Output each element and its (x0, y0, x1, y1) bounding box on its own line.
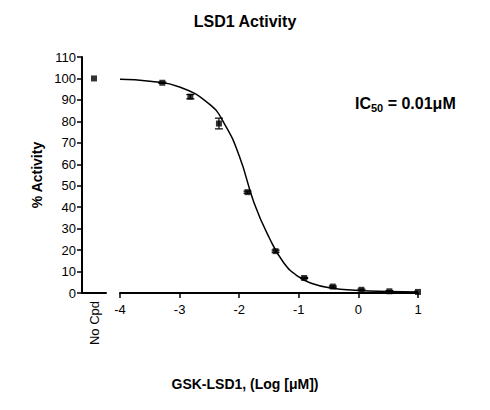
svg-text:No Cpd: No Cpd (87, 301, 102, 345)
svg-text:-4: -4 (114, 302, 126, 317)
svg-text:LSD1 Activity: LSD1 Activity (194, 13, 297, 30)
svg-text:0: 0 (69, 286, 76, 301)
svg-text:50: 50 (62, 178, 76, 193)
svg-text:20: 20 (62, 243, 76, 258)
svg-text:10: 10 (62, 264, 76, 279)
svg-text:30: 30 (62, 221, 76, 236)
svg-text:-1: -1 (293, 302, 305, 317)
svg-text:60: 60 (62, 157, 76, 172)
svg-text:0: 0 (355, 302, 362, 317)
svg-text:100: 100 (54, 71, 76, 86)
svg-text:1: 1 (414, 302, 421, 317)
svg-text:IC: IC (355, 95, 371, 112)
svg-text:70: 70 (62, 135, 76, 150)
svg-text:-3: -3 (174, 302, 186, 317)
svg-text:90: 90 (62, 92, 76, 107)
svg-text:= 0.01μM: = 0.01μM (383, 95, 456, 112)
svg-text:110: 110 (55, 50, 76, 65)
svg-text:50: 50 (371, 102, 383, 114)
svg-text:GSK-LSD1, (Log [μM]): GSK-LSD1, (Log [μM]) (172, 376, 319, 392)
svg-text:80: 80 (62, 114, 76, 129)
svg-text:40: 40 (62, 200, 76, 215)
svg-text:-2: -2 (233, 302, 245, 317)
svg-text:% Activity: % Activity (29, 142, 45, 209)
